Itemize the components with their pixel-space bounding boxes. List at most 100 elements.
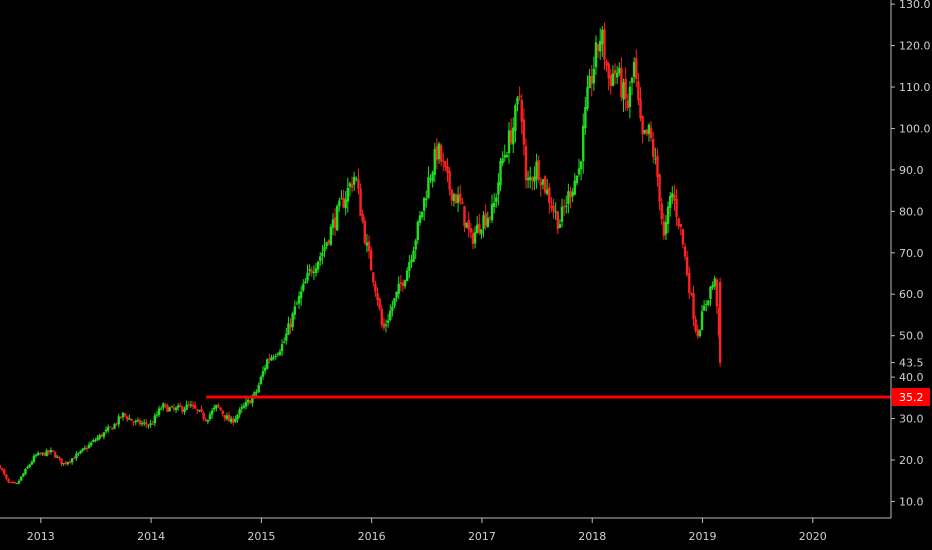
candle: [5, 473, 8, 481]
candle: [560, 198, 564, 228]
candle: [535, 153, 538, 189]
candle: [630, 76, 634, 96]
x-tick-label: 2013: [27, 530, 55, 543]
x-tick-label: 2019: [689, 530, 717, 543]
y-tick-label: 80.0: [899, 205, 924, 218]
candle: [376, 287, 379, 306]
candle: [509, 118, 513, 146]
candle: [545, 179, 549, 196]
candle: [272, 354, 275, 361]
candle: [416, 220, 420, 245]
candle: [656, 148, 659, 187]
candle: [577, 158, 581, 177]
candle: [514, 103, 517, 143]
candle: [140, 420, 144, 427]
candle: [100, 433, 104, 438]
candle: [685, 250, 689, 277]
candle: [548, 183, 551, 214]
candle: [206, 419, 210, 425]
candle: [444, 161, 447, 172]
candle: [346, 177, 350, 213]
candle: [601, 26, 604, 57]
candle: [467, 211, 470, 238]
candle: [138, 418, 142, 427]
candle: [454, 192, 458, 204]
candle: [694, 315, 697, 334]
candle: [106, 424, 110, 433]
y-tick-label: 30.0: [899, 413, 924, 426]
candle: [276, 352, 280, 357]
candle: [202, 410, 205, 421]
candle: [282, 337, 286, 344]
candle: [397, 276, 400, 300]
candle: [688, 266, 691, 299]
candle: [609, 69, 613, 95]
candle: [128, 414, 131, 420]
candle: [668, 192, 672, 217]
candle: [382, 317, 386, 331]
candle: [482, 211, 485, 238]
candle: [181, 405, 184, 414]
candle: [588, 68, 591, 89]
candle: [159, 405, 163, 411]
candle: [492, 193, 496, 214]
candle: [702, 300, 706, 311]
candle: [352, 171, 356, 192]
candle: [213, 404, 216, 412]
candle: [297, 291, 301, 309]
candle: [102, 432, 106, 440]
candle: [274, 353, 277, 360]
candle: [386, 313, 390, 328]
candle: [98, 433, 101, 441]
candle: [660, 197, 663, 225]
candle: [469, 223, 473, 239]
candle: [308, 264, 311, 276]
candle: [157, 405, 161, 417]
candle: [363, 216, 366, 245]
candle: [393, 297, 396, 309]
candle: [151, 420, 154, 425]
candle: [47, 449, 50, 456]
candle: [314, 262, 318, 277]
candle: [236, 413, 239, 423]
candle: [348, 181, 352, 197]
candle: [501, 151, 504, 167]
candle: [66, 461, 70, 466]
candle: [637, 73, 640, 106]
candle: [191, 401, 195, 410]
candle: [463, 205, 466, 233]
candle: [613, 63, 617, 85]
candle: [369, 246, 373, 271]
candle: [692, 285, 695, 327]
candle: [374, 280, 377, 297]
support-price-label: 35.2: [899, 391, 924, 404]
candle: [533, 166, 536, 190]
candle: [529, 166, 532, 189]
candle: [132, 420, 135, 427]
candle: [130, 418, 133, 422]
candle: [109, 426, 112, 428]
candle: [596, 43, 600, 59]
candle: [24, 468, 27, 476]
x-tick-label: 2017: [468, 530, 496, 543]
candle: [149, 419, 152, 428]
candle: [711, 281, 714, 291]
x-tick-label: 2014: [137, 530, 165, 543]
candle: [628, 81, 632, 119]
candle: [302, 279, 305, 293]
candle: [45, 448, 48, 457]
candles-layer: [0, 22, 722, 485]
candle: [340, 190, 343, 200]
candle: [707, 300, 710, 307]
candle: [433, 142, 436, 183]
candle: [170, 405, 173, 408]
candle: [620, 57, 623, 102]
candle: [401, 279, 405, 292]
candle: [111, 427, 114, 430]
candle: [295, 301, 299, 305]
candle: [331, 213, 335, 236]
candle: [162, 402, 165, 411]
candle: [486, 211, 489, 228]
y-tick-label: 60.0: [899, 288, 924, 301]
